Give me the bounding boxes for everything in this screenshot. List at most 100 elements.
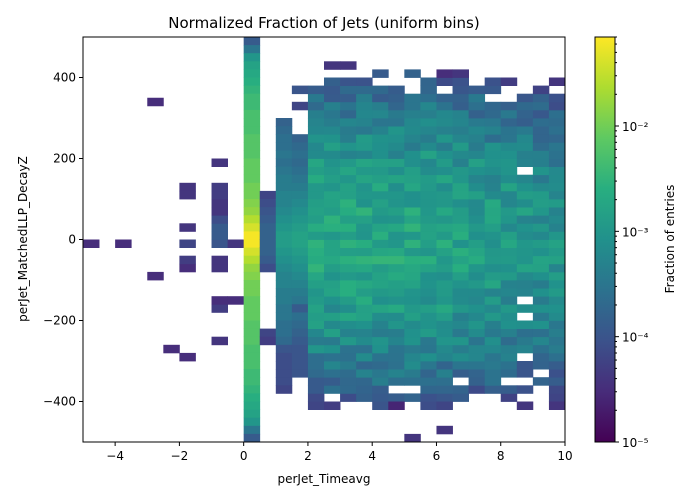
heatmap-cell (243, 215, 261, 224)
heatmap-cell (307, 231, 325, 240)
heatmap-cell (356, 320, 373, 329)
heatmap-cell (243, 223, 261, 232)
heatmap-cell (324, 247, 341, 257)
heatmap-cell (404, 393, 421, 402)
heatmap-cell (404, 304, 421, 313)
heatmap-cell (404, 126, 421, 135)
heatmap-cell (532, 352, 550, 362)
heatmap-cell (211, 223, 228, 232)
heatmap-cell (516, 271, 534, 281)
heatmap-cell (548, 231, 565, 240)
heatmap-cell (307, 215, 325, 224)
colorbar-tick-label: 10⁻³ (622, 225, 649, 239)
heatmap-cell (388, 336, 405, 346)
colorbar-label: Fraction of entries (663, 185, 677, 294)
x-tick-label: 0 (240, 449, 248, 463)
heatmap-cell (275, 158, 293, 167)
heatmap-cell (340, 93, 357, 103)
heatmap-cell (211, 199, 228, 208)
heatmap-cell (307, 190, 325, 200)
heatmap-cell (404, 361, 421, 370)
heatmap-cell (516, 207, 534, 216)
heatmap-cell (388, 255, 405, 265)
heatmap-cell (291, 231, 309, 240)
heatmap-cell (452, 369, 469, 378)
heatmap-cell (275, 207, 293, 216)
heatmap-cell (340, 199, 357, 208)
heatmap-cell (372, 231, 389, 240)
heatmap-cell (324, 377, 341, 386)
heatmap-cell (275, 199, 293, 208)
heatmap-cell (388, 158, 405, 167)
heatmap-cell (404, 223, 421, 232)
heatmap-cell (372, 126, 389, 135)
heatmap-cell (356, 223, 373, 232)
heatmap-cell (420, 142, 437, 151)
heatmap-cell (484, 190, 502, 200)
heatmap-cell (532, 150, 550, 159)
heatmap-cell (340, 126, 357, 135)
heatmap-cell (500, 190, 518, 200)
heatmap-cell (548, 385, 565, 394)
heatmap-cell (516, 255, 534, 265)
heatmap-cell (516, 190, 534, 200)
heatmap-cell (484, 77, 502, 86)
heatmap-cell (404, 239, 421, 248)
heatmap-cell (324, 223, 341, 232)
heatmap-cell (388, 304, 405, 313)
heatmap-cell (324, 207, 341, 216)
heatmap-cell (404, 69, 421, 78)
heatmap-cell (372, 134, 389, 143)
heatmap-cell (388, 109, 405, 119)
heatmap-cell (516, 126, 534, 135)
heatmap-cell (275, 361, 293, 370)
heatmap-cell (548, 77, 565, 86)
heatmap-cell (548, 401, 565, 410)
heatmap-cell (436, 215, 453, 224)
heatmap-cell (372, 69, 389, 78)
heatmap-cell (500, 344, 518, 354)
heatmap-cell (275, 118, 293, 127)
heatmap-cell (420, 401, 437, 410)
heatmap-cell (291, 166, 309, 176)
heatmap-cell (468, 328, 486, 338)
heatmap-cell (452, 223, 469, 232)
heatmap-cell (452, 296, 469, 305)
heatmap-cell (500, 280, 518, 289)
heatmap-cell (436, 77, 453, 86)
heatmap-cell (468, 126, 486, 135)
heatmap-cell (372, 223, 389, 232)
heatmap-cell (340, 150, 357, 159)
heatmap-cell (452, 174, 469, 184)
heatmap-cell (468, 263, 486, 273)
heatmap-cell (340, 231, 357, 240)
heatmap-cell (291, 288, 309, 297)
heatmap-cell (324, 312, 341, 321)
heatmap-cell (291, 223, 309, 232)
heatmap-cell (500, 207, 518, 216)
heatmap-cell (83, 239, 100, 248)
heatmap-cell (372, 182, 389, 192)
heatmap-cell (291, 271, 309, 281)
heatmap-cell (484, 312, 502, 321)
heatmap-cell (404, 215, 421, 224)
heatmap-cell (275, 320, 293, 329)
heatmap-cell (372, 255, 389, 265)
heatmap-cell (259, 328, 277, 338)
heatmap-cell (468, 320, 486, 329)
heatmap-cell (356, 174, 373, 184)
heatmap-cell (324, 271, 341, 281)
heatmap-cell (243, 134, 261, 143)
heatmap-cell (500, 352, 518, 362)
heatmap-cell (548, 369, 565, 378)
heatmap-cell (436, 93, 453, 103)
heatmap-cell (548, 166, 565, 176)
heatmap-cell (243, 336, 261, 346)
heatmap-cell (356, 288, 373, 297)
heatmap-cell (532, 312, 550, 321)
heatmap-cell (484, 207, 502, 216)
heatmap-cell (532, 263, 550, 273)
heatmap-cell (211, 190, 228, 200)
heatmap-cell (388, 239, 405, 248)
heatmap-cell (356, 393, 373, 402)
